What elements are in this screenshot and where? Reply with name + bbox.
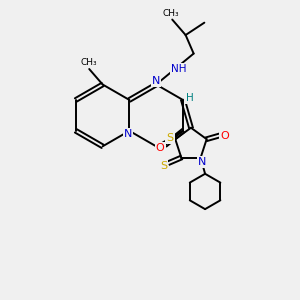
- Text: NH: NH: [171, 64, 186, 74]
- Text: S: S: [160, 161, 167, 171]
- Text: O: O: [220, 130, 229, 141]
- Text: H: H: [185, 93, 193, 103]
- Text: N: N: [198, 157, 206, 167]
- Text: S: S: [167, 133, 174, 143]
- Text: CH₃: CH₃: [81, 58, 98, 67]
- Text: O: O: [156, 143, 165, 153]
- Text: N: N: [152, 76, 160, 86]
- Text: N: N: [124, 129, 132, 140]
- Text: CH₃: CH₃: [162, 9, 179, 18]
